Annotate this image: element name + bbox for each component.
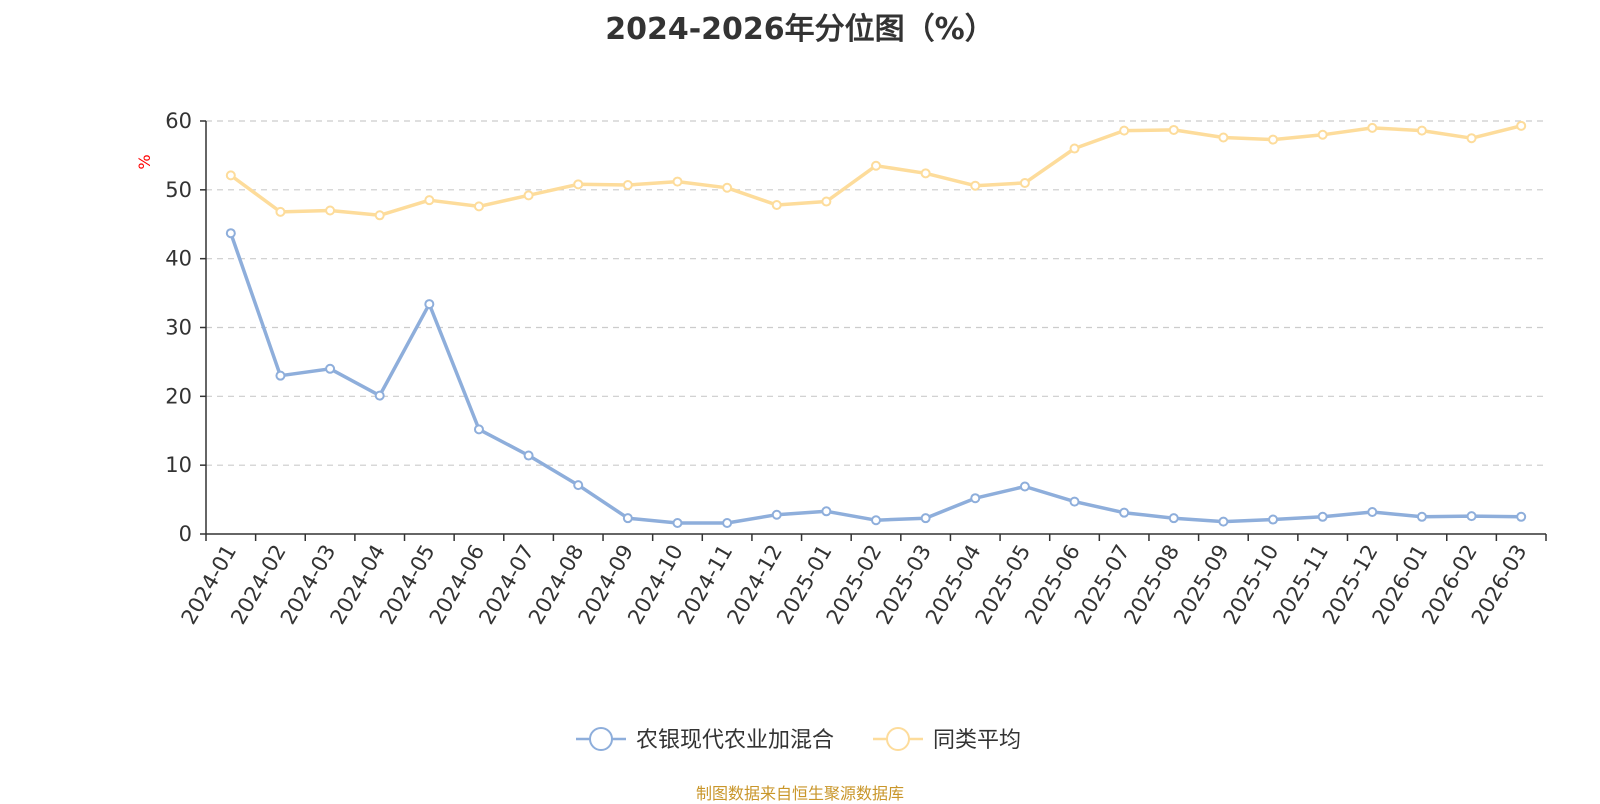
series-2-point bbox=[1119, 125, 1130, 136]
series-2-point bbox=[871, 160, 881, 171]
series-1-point bbox=[1516, 511, 1527, 522]
y-tick-label: 0 bbox=[179, 522, 192, 546]
series-2-point bbox=[1516, 120, 1527, 131]
series-2-point bbox=[722, 182, 733, 193]
series-1-point bbox=[622, 513, 633, 524]
series-2-point bbox=[225, 170, 236, 181]
series-1-point bbox=[424, 299, 435, 310]
series-1-point bbox=[573, 480, 584, 491]
series-2-point bbox=[1218, 132, 1229, 143]
series-2-point bbox=[1466, 133, 1477, 144]
y-axis-unit-label: % bbox=[135, 154, 154, 169]
series-1-point bbox=[374, 390, 385, 401]
y-tick-label: 40 bbox=[165, 247, 192, 271]
series-1-point bbox=[1168, 513, 1179, 524]
chart-title: 2024-2026年分位图（%） bbox=[605, 12, 995, 47]
y-tick-label: 60 bbox=[165, 109, 192, 133]
series-2-point bbox=[374, 210, 385, 221]
series-2-point bbox=[424, 195, 435, 206]
series-2-point bbox=[1367, 122, 1378, 133]
series-1-point bbox=[1268, 514, 1279, 525]
y-tick-label: 20 bbox=[165, 384, 192, 408]
legend-label-1: 农银现代农业加混合 bbox=[636, 728, 834, 753]
series-1-point bbox=[672, 517, 683, 528]
series-2-point bbox=[473, 201, 484, 212]
series-2-point bbox=[672, 176, 683, 187]
series-1-point bbox=[1466, 511, 1477, 522]
data-source-note: 制图数据来自恒生聚源数据库 bbox=[695, 784, 904, 803]
series-2-point bbox=[1268, 134, 1279, 145]
series-1-point bbox=[1317, 511, 1328, 522]
series-2-point bbox=[970, 180, 981, 191]
series-1-point bbox=[1416, 511, 1427, 522]
series-1-point bbox=[871, 515, 881, 526]
series-1-point bbox=[970, 493, 981, 504]
y-tick-label: 30 bbox=[165, 316, 192, 340]
y-tick-label: 50 bbox=[165, 178, 192, 202]
series-2-point bbox=[573, 179, 584, 190]
series-2-point bbox=[1019, 177, 1030, 188]
legend-label-2: 同类平均 bbox=[933, 728, 1021, 753]
series-1-point bbox=[225, 228, 236, 239]
series-2-point bbox=[821, 196, 832, 207]
series-1-point bbox=[771, 509, 782, 520]
series-2-point bbox=[1416, 125, 1427, 136]
series-2-point bbox=[920, 168, 931, 179]
y-tick-label: 10 bbox=[165, 453, 192, 477]
series-2-point bbox=[1168, 124, 1179, 135]
series-2-point bbox=[275, 206, 286, 217]
series-1-point bbox=[722, 517, 733, 528]
series-1-point bbox=[1218, 516, 1229, 527]
series-2-point bbox=[1069, 143, 1080, 154]
series-1-point bbox=[1119, 507, 1130, 518]
series-2-point bbox=[622, 180, 633, 191]
series-1-point bbox=[920, 513, 931, 524]
series-2-point bbox=[325, 205, 336, 216]
legend-marker-1 bbox=[589, 727, 613, 751]
series-2-point bbox=[523, 190, 534, 201]
series-1-point bbox=[523, 450, 534, 461]
series-1-point bbox=[1069, 496, 1080, 507]
series-line-1 bbox=[229, 232, 1522, 525]
series-1-point bbox=[1367, 506, 1378, 517]
series-1-point bbox=[473, 424, 484, 435]
series-2-point bbox=[771, 199, 782, 210]
series-1-point bbox=[275, 370, 286, 381]
legend-marker-2 bbox=[886, 727, 910, 751]
series-1-point bbox=[821, 506, 832, 517]
series-2-point bbox=[1317, 129, 1328, 140]
series-1-point bbox=[1019, 481, 1030, 492]
series-1-point bbox=[325, 363, 336, 374]
